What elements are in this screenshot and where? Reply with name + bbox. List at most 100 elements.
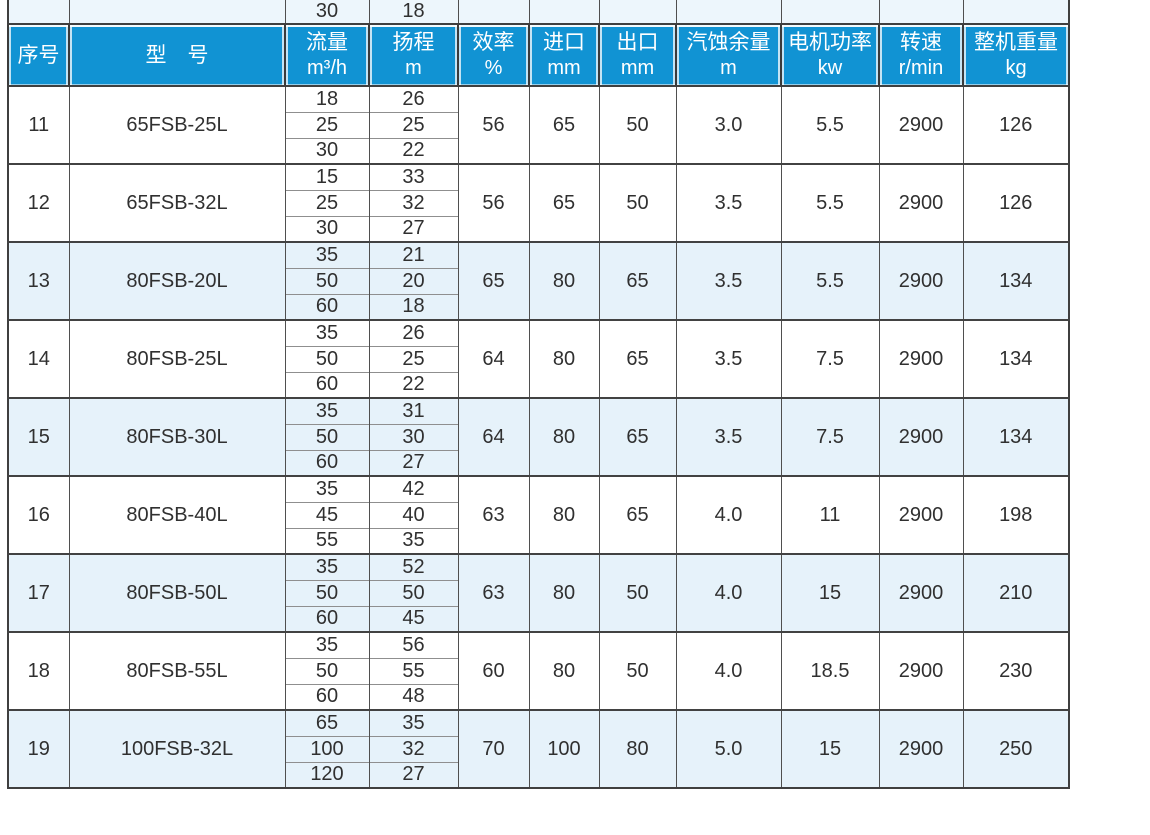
cell-speed: 2900 bbox=[878, 85, 964, 164]
cell-outlet: 50 bbox=[598, 553, 677, 632]
cell-flow: 60 bbox=[284, 683, 370, 710]
cutoff-cell-flow: 30 bbox=[284, 0, 370, 25]
cell-flow: 25 bbox=[284, 189, 370, 216]
cell-model: 80FSB-25L bbox=[68, 319, 286, 398]
header-head: 扬程 m bbox=[368, 24, 459, 87]
cell-flow: 120 bbox=[284, 761, 370, 788]
cell-flow: 18 bbox=[284, 85, 370, 112]
cell-model: 80FSB-30L bbox=[68, 397, 286, 476]
cell-outlet: 65 bbox=[598, 475, 677, 554]
cell-flow: 35 bbox=[284, 397, 370, 424]
cell-npsh: 3.0 bbox=[675, 85, 782, 164]
cutoff-cell-head: 18 bbox=[368, 0, 459, 25]
cell-flow: 60 bbox=[284, 293, 370, 320]
pump-row-sub: 60 45 bbox=[8, 605, 1069, 632]
cell-efficiency: 63 bbox=[457, 553, 530, 632]
cell-head: 32 bbox=[368, 735, 459, 762]
pump-row-sub: 60 27 bbox=[8, 449, 1069, 476]
cell-npsh: 5.0 bbox=[675, 709, 782, 788]
cell-speed: 2900 bbox=[878, 241, 964, 320]
cell-weight: 198 bbox=[962, 475, 1070, 554]
cell-head: 26 bbox=[368, 319, 459, 346]
cell-efficiency: 60 bbox=[457, 631, 530, 710]
cell-power: 5.5 bbox=[780, 163, 880, 242]
cell-inlet: 80 bbox=[528, 475, 600, 554]
header-inlet: 进口 mm bbox=[528, 24, 600, 87]
cell-inlet: 100 bbox=[528, 709, 600, 788]
cell-outlet: 50 bbox=[598, 163, 677, 242]
cell-flow: 35 bbox=[284, 631, 370, 658]
cell-model: 80FSB-20L bbox=[68, 241, 286, 320]
cell-seq: 12 bbox=[7, 163, 70, 242]
cell-flow: 25 bbox=[284, 111, 370, 138]
header-weight: 整机重量 kg bbox=[962, 24, 1070, 87]
cell-weight: 134 bbox=[962, 241, 1070, 320]
header-model: 型 号 bbox=[68, 24, 286, 87]
cell-efficiency: 63 bbox=[457, 475, 530, 554]
cell-flow: 30 bbox=[284, 137, 370, 164]
cutoff-cell-efficiency bbox=[457, 0, 530, 25]
cell-flow: 35 bbox=[284, 553, 370, 580]
pump-row-sub: 25 32 bbox=[8, 189, 1069, 216]
cell-flow: 60 bbox=[284, 605, 370, 632]
cell-efficiency: 56 bbox=[457, 163, 530, 242]
cell-outlet: 65 bbox=[598, 241, 677, 320]
cell-head: 21 bbox=[368, 241, 459, 268]
pump-row: 18 80FSB-55L 35 56 60 80 50 4.0 18.5 2900 230 bbox=[7, 631, 1070, 710]
cell-npsh: 3.5 bbox=[675, 163, 782, 242]
cell-power: 15 bbox=[780, 553, 880, 632]
cell-head: 35 bbox=[368, 709, 459, 736]
cell-outlet: 80 bbox=[598, 709, 677, 788]
header-efficiency: 效率 % bbox=[457, 24, 530, 87]
cutoff-cell-outlet bbox=[598, 0, 677, 25]
pump-row: 13 80FSB-20L 35 21 65 80 65 3.5 5.5 2900 134 bbox=[7, 241, 1070, 320]
cell-weight: 134 bbox=[962, 397, 1070, 476]
cell-seq: 11 bbox=[7, 85, 70, 164]
cell-weight: 250 bbox=[962, 709, 1070, 788]
cell-head: 35 bbox=[368, 527, 459, 554]
pump-row-sub: 25 25 bbox=[8, 111, 1069, 138]
cell-head: 27 bbox=[368, 215, 459, 242]
cell-flow: 35 bbox=[284, 475, 370, 502]
cell-model: 100FSB-32L bbox=[68, 709, 286, 788]
pump-table-body: 11 65FSB-25L 18 26 56 65 50 3.0 5.5 2900 126 25 25 30… bbox=[7, 85, 1070, 788]
pump-row: 14 80FSB-25L 35 26 64 80 65 3.5 7.5 2900 134 bbox=[7, 319, 1070, 398]
pump-row-sub: 50 50 bbox=[8, 579, 1069, 606]
pump-row-sub: 30 27 bbox=[8, 215, 1069, 242]
cell-inlet: 65 bbox=[528, 85, 600, 164]
cell-head: 22 bbox=[368, 137, 459, 164]
cell-power: 7.5 bbox=[780, 397, 880, 476]
cell-speed: 2900 bbox=[878, 553, 964, 632]
cell-speed: 2900 bbox=[878, 631, 964, 710]
cell-npsh: 3.5 bbox=[675, 397, 782, 476]
pump-spec-table: 30 18 序号 型 号 流量 m³/h 扬程 m bbox=[7, 0, 1070, 789]
header-speed: 转速 r/min bbox=[878, 24, 964, 87]
header-npsh: 汽蚀余量 m bbox=[675, 24, 782, 87]
cell-seq: 15 bbox=[7, 397, 70, 476]
cell-head: 31 bbox=[368, 397, 459, 424]
cell-head: 25 bbox=[368, 345, 459, 372]
cutoff-cell-speed bbox=[878, 0, 964, 25]
cell-flow: 50 bbox=[284, 345, 370, 372]
cell-weight: 126 bbox=[962, 85, 1070, 164]
cell-head: 45 bbox=[368, 605, 459, 632]
cell-flow: 45 bbox=[284, 501, 370, 528]
cell-flow: 60 bbox=[284, 449, 370, 476]
cell-flow: 50 bbox=[284, 267, 370, 294]
cell-inlet: 80 bbox=[528, 319, 600, 398]
cell-flow: 35 bbox=[284, 319, 370, 346]
cell-outlet: 65 bbox=[598, 319, 677, 398]
cell-head: 30 bbox=[368, 423, 459, 450]
cell-npsh: 3.5 bbox=[675, 241, 782, 320]
cell-model: 80FSB-40L bbox=[68, 475, 286, 554]
cell-flow: 35 bbox=[284, 241, 370, 268]
cell-head: 50 bbox=[368, 579, 459, 606]
cell-efficiency: 70 bbox=[457, 709, 530, 788]
cell-model: 80FSB-50L bbox=[68, 553, 286, 632]
cell-flow: 30 bbox=[284, 215, 370, 242]
pump-row-sub: 45 40 bbox=[8, 501, 1069, 528]
cell-power: 11 bbox=[780, 475, 880, 554]
cell-head: 56 bbox=[368, 631, 459, 658]
cutoff-row: 30 18 bbox=[7, 0, 1070, 25]
cell-head: 52 bbox=[368, 553, 459, 580]
